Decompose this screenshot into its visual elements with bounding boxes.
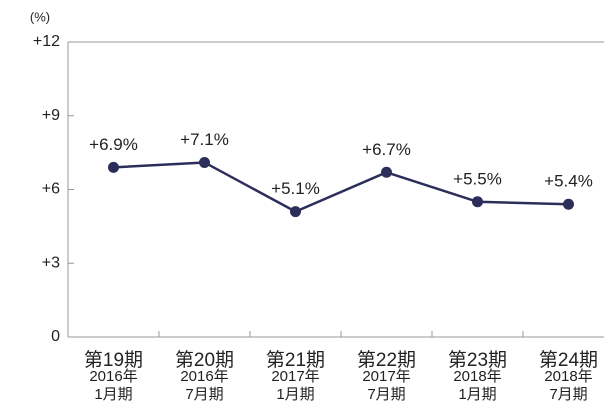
point — [472, 196, 483, 208]
x-tick-label: 2017年 — [271, 368, 319, 385]
y-tick-label: +12 — [33, 33, 60, 50]
x-tick-label: 第23期 — [448, 349, 507, 371]
x-tick-label: 2017年 — [362, 368, 410, 385]
x-tick-label: 第20期 — [175, 349, 234, 371]
data-label: +5.4% — [544, 172, 593, 191]
y-tick-label: +3 — [42, 254, 60, 271]
x-tick-label: 1月期 — [458, 386, 496, 403]
data-label: +5.1% — [271, 179, 320, 198]
y-tick-label: 0 — [51, 328, 60, 345]
data-label: +5.5% — [453, 169, 502, 188]
y-axis-unit: (%) — [30, 9, 50, 24]
x-tick-label: 7月期 — [367, 386, 405, 403]
data-label: +6.7% — [362, 140, 411, 159]
x-tick-label: 7月期 — [549, 386, 587, 403]
x-tick-label: 2018年 — [453, 368, 501, 385]
point — [199, 156, 210, 168]
y-tick-label: +9 — [42, 107, 60, 124]
data-label: +6.9% — [89, 135, 138, 154]
point — [108, 161, 119, 173]
point — [290, 206, 301, 218]
data-label: +7.1% — [180, 130, 229, 149]
x-tick-label: 第19期 — [84, 349, 143, 371]
line — [113, 161, 569, 214]
x-tick-label: 1月期 — [276, 386, 314, 403]
point — [563, 198, 574, 210]
x-tick-label: 1月期 — [94, 386, 132, 403]
x-tick-label: 2016年 — [180, 368, 228, 385]
x-tick-label: 第22期 — [357, 349, 416, 371]
x-tick-label: 2016年 — [89, 368, 137, 385]
x-tick-label: 2018年 — [544, 368, 592, 385]
point — [381, 166, 392, 178]
y-tick-label: +6 — [42, 181, 60, 198]
x-tick-label: 第21期 — [266, 349, 325, 371]
x-tick-label: 7月期 — [185, 386, 223, 403]
x-tick-label: 第24期 — [539, 349, 598, 371]
